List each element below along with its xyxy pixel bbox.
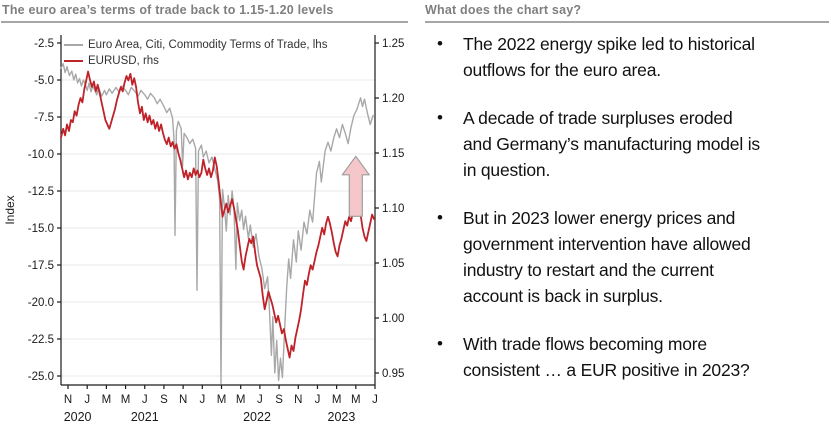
bullet-marker: • [437, 34, 443, 53]
right-axis-tick-label: 1.05 [382, 258, 404, 270]
x-axis-month-label: N [64, 394, 72, 406]
commentary-bullet-list: • The 2022 energy spike led to historical… [437, 31, 829, 405]
x-axis-month-label: J [372, 394, 378, 406]
x-axis-month-label: M [121, 394, 131, 406]
x-axis-month-label: S [275, 394, 283, 406]
x-axis-year-label: 2021 [131, 410, 159, 424]
left-axis-tick-label: -25.0 [28, 371, 54, 383]
chart-legend: Euro Area, Citi, Commodity Terms of Trad… [64, 37, 327, 69]
left-axis-tick-label: -20.0 [28, 297, 54, 309]
red-line-swatch [64, 60, 83, 62]
right-axis-tick-label: 1.25 [382, 38, 404, 50]
x-axis-month-label: M [332, 394, 342, 406]
x-axis-year-label: 2022 [243, 410, 271, 424]
x-axis-month-label: M [102, 394, 112, 406]
legend-row-terms-of-trade: Euro Area, Citi, Commodity Terms of Trad… [64, 37, 327, 53]
right-axis-tick-label: 1.10 [382, 203, 404, 215]
left-axis-tick-label: -10.0 [28, 149, 54, 161]
bullet-item-4: • With trade flows becoming more consiste… [437, 331, 829, 383]
right-axis-tick-label: 0.95 [382, 368, 404, 380]
eurusd-line [60, 70, 375, 359]
x-axis-month-label: S [160, 394, 168, 406]
left-axis-tick-label: -17.5 [28, 260, 54, 272]
right-axis-tick-label: 1.20 [382, 93, 404, 105]
x-axis-year-label: 2020 [64, 410, 92, 424]
x-axis-month-label: M [351, 394, 361, 406]
left-axis-tick-label: -22.5 [28, 334, 54, 346]
legend-row-eurusd: EURUSD, rhs [64, 53, 327, 69]
legend-label-eurusd: EURUSD, rhs [88, 55, 159, 67]
x-axis-month-label: J [84, 394, 90, 406]
x-axis-month-label: M [236, 394, 246, 406]
x-axis-month-label: N [294, 394, 302, 406]
x-axis-month-label: N [179, 394, 187, 406]
bullet-marker: • [437, 208, 443, 227]
left-axis-title: Index [3, 195, 17, 224]
bullet-item-3: • But in 2023 lower energy prices and gov… [437, 205, 829, 309]
right-axis-tick-label: 1.00 [382, 313, 404, 325]
left-axis-tick-label: -2.5 [34, 38, 54, 50]
bullet-text: A decade of trade surpluses eroded and G… [463, 108, 760, 180]
commentary-heading-rule [425, 21, 829, 23]
terms-of-trade-chart: -2.5 -5.0 -7.5 -10.0 -12.5 -15.0 -17.5 -20.0 -22… [3, 35, 404, 424]
left-axis-tick-label: -15.0 [28, 223, 54, 235]
commentary-heading: What does the chart say? [425, 3, 582, 17]
chart-title: The euro area’s terms of trade back to 1… [2, 3, 334, 17]
bullet-text: The 2022 energy spike led to historical … [463, 34, 755, 80]
x-axis-month-label: J [142, 394, 148, 406]
bullet-item-1: • The 2022 energy spike led to historical… [437, 31, 829, 83]
left-axis-tick-label: -5.0 [34, 75, 54, 87]
x-axis-year-label: 2023 [328, 410, 356, 424]
bullet-text: With trade flows becoming more consisten… [463, 334, 750, 380]
x-axis-month-label: M [217, 394, 227, 406]
x-axis-month-label: J [257, 394, 263, 406]
x-axis-month-label: J [199, 394, 205, 406]
bullet-marker: • [437, 334, 443, 353]
left-axis-tick-label: -7.5 [34, 112, 54, 124]
bullet-marker: • [437, 108, 443, 127]
left-axis-tick-label: -12.5 [28, 186, 54, 198]
bullet-item-2: • A decade of trade surpluses eroded and … [437, 105, 829, 183]
up-arrow-annotation [341, 155, 370, 217]
right-axis-tick-label: 1.15 [382, 148, 404, 160]
x-axis-month-label: J [315, 394, 321, 406]
legend-label-terms-of-trade: Euro Area, Citi, Commodity Terms of Trad… [88, 39, 328, 51]
gray-line-swatch [64, 44, 83, 46]
chart-title-rule [1, 21, 408, 23]
bullet-text: But in 2023 lower energy prices and gove… [463, 208, 751, 306]
